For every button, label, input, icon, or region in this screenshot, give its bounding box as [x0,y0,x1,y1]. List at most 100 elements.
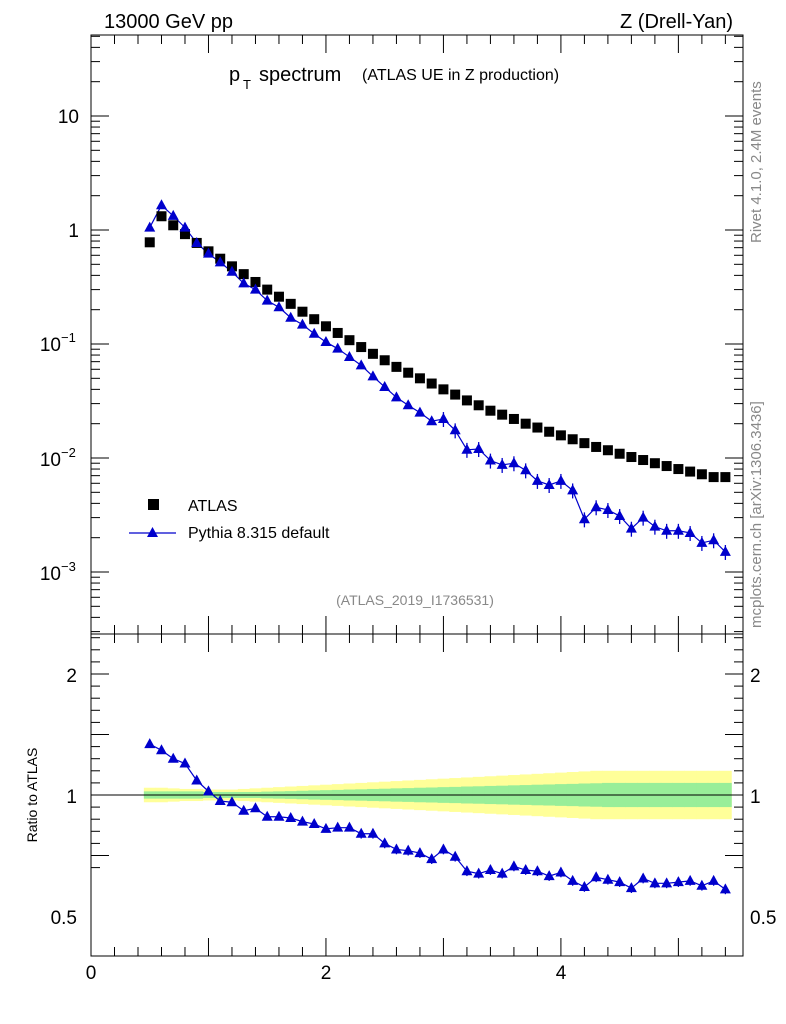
ratio-point [273,810,285,821]
atlas-point [685,466,696,477]
ratio-point [167,752,179,763]
mc-point [590,501,602,512]
atlas-point [367,348,378,359]
ratio-point [449,850,461,861]
atlas-points [144,211,731,483]
ratio-tick-2-right: 2 [750,666,761,687]
atlas-point [438,384,449,395]
mc-point [496,458,508,469]
xtick-2: 2 [321,963,332,984]
ratio-point [484,864,496,875]
mc-point [296,318,308,329]
ratio-tick-05-right: 0.5 [750,908,776,929]
mc-point [508,457,520,468]
atlas-point [626,452,637,463]
ratio-point [261,810,273,821]
ytick-10m2: 10 [40,450,61,471]
ratio-point [155,744,167,755]
ratio-point [625,882,637,893]
atlas-point [497,409,508,420]
mc-point [578,513,590,524]
atlas-point [485,405,496,416]
mc-point [708,534,720,545]
ratio-point [555,866,567,877]
ratio-tick-1-left: 1 [66,787,77,808]
mc-point [649,520,661,531]
main-y-tick-labels: 10 1 10 −1 10 −2 10 −3 [40,107,79,585]
atlas-point [661,461,672,472]
atlas-point [144,237,155,248]
ratio-point [191,774,203,785]
title-sub: T [243,77,251,92]
mc-point [308,327,320,338]
title-p: p [229,64,240,86]
atlas-point [250,276,261,287]
ratio-point [437,843,449,854]
mc-point [214,256,226,267]
mc-point [367,370,379,381]
x-tick-labels: 0 2 4 [86,963,567,984]
ytick-1: 1 [68,221,79,242]
mc-point [661,524,673,535]
ratio-point [508,860,520,871]
atlas-point [156,211,167,222]
xtick-4: 4 [556,963,567,984]
ratio-point [226,796,238,807]
atlas-point [426,378,437,389]
mc-point [567,484,579,495]
ratio-tick-05-left: 0.5 [51,908,77,929]
atlas-point [391,361,402,372]
atlas-point [649,458,660,469]
mc-point [520,464,532,475]
ratio-point [179,757,191,768]
atlas-point [508,413,519,424]
ytick-10m1-exp: −1 [61,330,76,345]
atlas-point [673,464,684,475]
ratio-point [296,815,308,826]
mc-point [285,311,297,322]
mc-point [249,283,261,294]
ratio-point [637,872,649,883]
legend-mc-label: Pythia 8.315 default [188,525,330,542]
mc-point [696,536,708,547]
atlas-point [638,455,649,466]
atlas-point [309,314,320,325]
atlas-point [473,400,484,411]
ratio-point [684,874,696,885]
ratio-tick-1-right: 1 [750,787,761,808]
ratio-point [285,811,297,822]
ratio-point [649,877,661,888]
ratio-point [543,870,555,881]
mc-point [167,209,179,220]
ratio-point [214,795,226,806]
ratio-mc-points [144,738,731,895]
ratio-point [238,804,250,815]
ratio-point [531,865,543,876]
ytick-10m1: 10 [40,335,61,356]
mc-point [602,503,614,514]
atlas-point [544,426,555,437]
side-label-top: Rivet 4.1.0, 2.4M events [748,81,765,243]
atlas-point [532,422,543,433]
ratio-point [473,867,485,878]
ratio-point [590,871,602,882]
title-paren: (ATLAS UE in Z production) [362,67,559,84]
main-frame [90,34,744,635]
mc-point [191,236,203,247]
ytick-10m3-exp: −3 [61,559,76,574]
mc-point [355,359,367,370]
atlas-point [450,389,461,400]
atlas-point [179,229,190,240]
ratio-point [414,847,426,858]
atlas-point [297,306,308,317]
ratio-point [379,837,391,848]
atlas-point [461,395,472,406]
ratio-point [355,827,367,838]
atlas-point [555,430,566,441]
xtick-0: 0 [86,963,97,984]
atlas-point [168,220,179,231]
atlas-point [720,472,731,483]
mc-point [426,415,438,426]
ratio-point [708,874,720,885]
